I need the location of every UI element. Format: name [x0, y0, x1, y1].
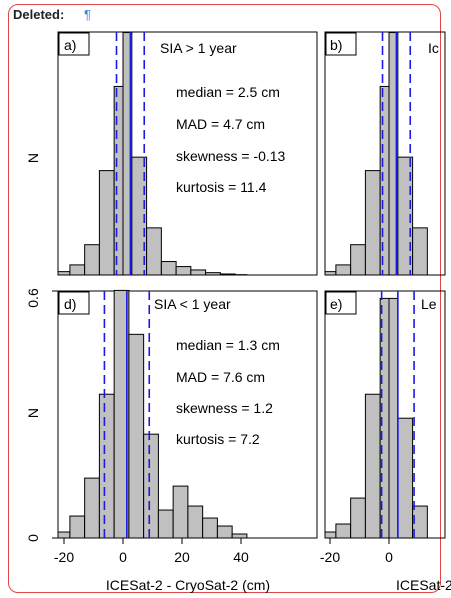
panel-d-bar-0: [57, 531, 71, 539]
panel-d-bar-7: [157, 509, 174, 539]
panel-d-bar-5: [128, 333, 145, 539]
panel-d-bar-11: [216, 525, 233, 539]
panel-d-title: SIA < 1 year: [154, 296, 231, 312]
panel-a-title: SIA > 1 year: [160, 40, 237, 56]
panel-a-bar-11: [205, 272, 221, 276]
panel-e-xlabel: ICESat-2 - C: [396, 577, 451, 593]
panel-b-bar-3: [364, 170, 381, 276]
panel-a-bar-10: [190, 269, 207, 276]
panel-a-bar-3: [98, 170, 115, 276]
panel-d-label: d): [64, 296, 76, 312]
panel-b-bar-7: [412, 227, 428, 276]
panel-a-bar-1: [69, 264, 86, 276]
pilcrow-mark: ¶: [84, 7, 91, 22]
panel-b-label-box: [325, 32, 357, 56]
panel-e-title: Le: [421, 296, 437, 312]
panel-a-bar-7: [146, 227, 162, 276]
panel-d-xtick-label-2: 20: [174, 549, 190, 565]
panel-e-bar-6: [397, 417, 414, 539]
panel-d-xtick-label-1: 0: [119, 549, 127, 565]
panel-d-bar-2: [84, 477, 100, 539]
panel-d-bar-3: [98, 393, 115, 539]
panel-b-bar-6: [397, 156, 414, 276]
panel-a-bar-9: [175, 266, 192, 276]
deleted-label: Deleted:: [13, 7, 65, 22]
panel-d-annot-3: skewness = 1.2: [176, 400, 273, 416]
panel-a-bar-4: [113, 85, 124, 276]
panel-b-bar-2: [350, 244, 366, 276]
panel-b-bar-4: [379, 85, 390, 276]
panel-a: a) SIA > 1 year median = 2.5 cm MAD = 4.…: [25, 31, 318, 276]
panel-d-annot-1: median = 1.3 cm: [176, 337, 280, 353]
panel-a-annot-1: median = 2.5 cm: [176, 84, 280, 100]
panel-b-label: b): [330, 37, 342, 53]
panel-b-bar-5: [388, 32, 399, 276]
panel-a-bar-2: [84, 244, 100, 276]
panel-e-bar-5: [388, 297, 399, 539]
panel-b-bar-0: [324, 271, 337, 276]
panel-d-annot-2: MAD = 7.6 cm: [176, 369, 265, 385]
panel-a-annot-3: skewness = -0.13: [176, 148, 286, 164]
panel-a-annot-2: MAD = 4.7 cm: [176, 116, 265, 132]
panel-b: b) Ic: [324, 31, 446, 276]
panel-a-bar-12: [219, 273, 236, 276]
panel-d: d) SIA < 1 year median = 1.3 cm MAD = 7.…: [25, 288, 318, 593]
panel-a-bar-0: [57, 271, 71, 276]
panel-d-ylabel: N: [25, 408, 41, 418]
panel-d-bar-6: [143, 433, 159, 539]
panel-d-xlabel: ICESat-2 - CryoSat-2 (cm): [106, 577, 270, 593]
panel-e-label-box: [325, 291, 357, 315]
panel-d-annot-4: kurtosis = 7.2: [176, 431, 260, 447]
panel-d-ytick-top: 0.6: [25, 288, 41, 308]
panel-a-annot-4: kurtosis = 11.4: [176, 179, 267, 195]
panel-d-xtick-label-3: 40: [233, 549, 249, 565]
panel-a-label-box: [58, 32, 90, 56]
panel-e-xtick-label-0: -20: [320, 549, 340, 565]
panel-a-ylabel: N: [25, 153, 41, 163]
panel-b-title: Ic: [428, 40, 439, 56]
panel-d-bar-12: [231, 533, 248, 539]
panel-e-bar-7: [412, 505, 428, 539]
panel-d-bar-8: [172, 485, 189, 539]
panel-e-label: e): [330, 296, 342, 312]
panel-e-bar-3: [364, 393, 381, 539]
panel-e-bar-2: [350, 497, 366, 539]
panel-d-bar-1: [69, 515, 86, 539]
panel-d-xtick-label-0: -20: [54, 549, 74, 565]
panel-d-bar-10: [202, 517, 218, 539]
panel-e-bar-1: [335, 523, 352, 539]
panel-e-bar-0: [324, 531, 337, 539]
panel-b-bar-1: [335, 264, 352, 276]
panel-d-ytick-bottom: 0: [25, 534, 41, 542]
panel-e-xtick-label-1: 0: [385, 549, 393, 565]
panel-e: e) Le -20 0 ICESat-2 - C: [320, 290, 451, 593]
panel-a-bar-8: [160, 261, 177, 276]
panel-a-bar-5: [122, 32, 133, 276]
panel-d-bar-9: [187, 505, 204, 539]
panel-a-bar-6: [131, 156, 148, 276]
panel-a-label: a): [64, 37, 76, 53]
panel-d-label-box: [58, 291, 90, 315]
